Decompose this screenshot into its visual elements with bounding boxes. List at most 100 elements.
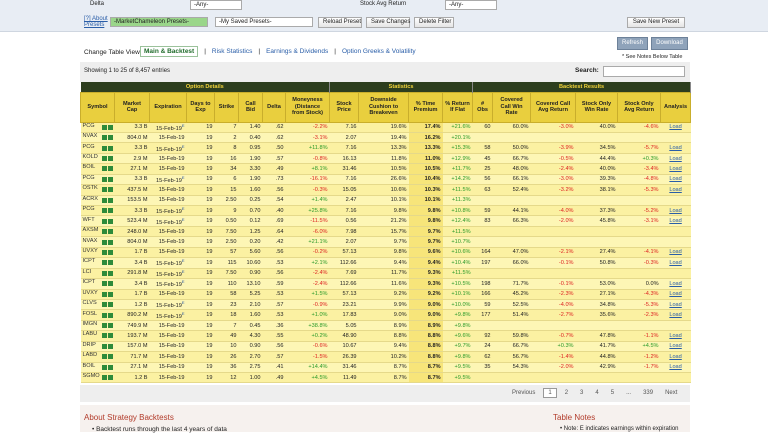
symbol-icons[interactable] bbox=[101, 197, 113, 205]
symbol-icon[interactable] bbox=[107, 187, 113, 193]
symbol[interactable]: AXSM bbox=[82, 227, 99, 234]
symbol[interactable]: NVAX bbox=[82, 237, 98, 244]
symbol-icon[interactable] bbox=[101, 312, 107, 318]
page-link[interactable]: 5 bbox=[610, 390, 615, 396]
reload-button[interactable]: Reload Preset bbox=[318, 17, 362, 28]
column-header[interactable]: # Obs bbox=[472, 91, 494, 123]
load-link[interactable]: Load bbox=[669, 280, 682, 287]
symbol-icon[interactable] bbox=[101, 187, 107, 193]
symbol-icon[interactable] bbox=[101, 364, 107, 370]
symbol-icon[interactable] bbox=[101, 239, 107, 245]
load-link[interactable]: Load bbox=[669, 312, 682, 319]
symbol[interactable]: ICPT bbox=[82, 258, 96, 265]
symbol-icon[interactable] bbox=[107, 302, 113, 308]
symbol[interactable]: PCG bbox=[82, 206, 95, 213]
search-input[interactable] bbox=[603, 66, 685, 77]
view-tab[interactable]: Earnings & Dividends bbox=[266, 48, 329, 55]
about-presets-link[interactable]: [?] About Presets bbox=[84, 16, 108, 28]
column-header[interactable]: Analysis bbox=[660, 91, 692, 123]
column-header[interactable]: Stock Only Win Rate bbox=[575, 91, 619, 123]
symbol[interactable]: WFT bbox=[82, 216, 95, 223]
symbol-icons[interactable] bbox=[101, 364, 113, 372]
symbol[interactable]: PCG bbox=[82, 143, 95, 150]
symbol-icon[interactable] bbox=[107, 354, 113, 360]
symbol-icon[interactable] bbox=[107, 364, 113, 370]
column-header[interactable]: Downside Cushion to Breakeven bbox=[358, 91, 410, 123]
load-link[interactable]: Load bbox=[669, 155, 682, 162]
symbol-icon[interactable] bbox=[101, 156, 107, 162]
symbol-icon[interactable] bbox=[107, 176, 113, 182]
symbol-icons[interactable] bbox=[101, 145, 113, 153]
column-header[interactable]: Days to Exp bbox=[186, 91, 215, 123]
symbol-icons[interactable] bbox=[101, 218, 113, 226]
symbol-icon[interactable] bbox=[101, 229, 107, 235]
page-link[interactable]: 339 bbox=[643, 390, 654, 396]
view-tab[interactable]: Main & Backtest bbox=[140, 46, 199, 57]
symbol[interactable]: OSTK bbox=[82, 185, 98, 192]
symbol-icon[interactable] bbox=[107, 291, 113, 297]
symbol-icon[interactable] bbox=[107, 156, 113, 162]
symbol[interactable]: PCG bbox=[82, 174, 95, 181]
symbol[interactable]: PCG bbox=[82, 122, 95, 129]
symbol-icons[interactable] bbox=[101, 156, 113, 163]
filter-select[interactable]: -Any- bbox=[190, 0, 242, 10]
symbol-icon[interactable] bbox=[107, 270, 113, 276]
symbol-icons[interactable] bbox=[101, 375, 113, 382]
saved-presets-select[interactable]: -My Saved Presets- bbox=[215, 17, 313, 27]
symbol[interactable]: CLVS bbox=[82, 300, 97, 307]
symbol-icons[interactable] bbox=[101, 135, 113, 142]
column-header[interactable]: Market Cap bbox=[114, 91, 150, 123]
symbol-icon[interactable] bbox=[107, 333, 113, 339]
page-link[interactable]: 4 bbox=[595, 390, 599, 396]
column-header[interactable]: Stock Price bbox=[329, 91, 360, 123]
load-link[interactable]: Load bbox=[669, 124, 682, 131]
load-link[interactable]: Load bbox=[669, 259, 682, 266]
symbol[interactable]: NVAX bbox=[82, 133, 98, 140]
view-tab[interactable]: Option Greeks & Volatility bbox=[341, 48, 416, 55]
symbol-icon[interactable] bbox=[101, 323, 107, 329]
load-link[interactable]: Load bbox=[669, 249, 682, 256]
symbol[interactable]: LCI bbox=[82, 268, 92, 275]
symbol[interactable]: IMGN bbox=[82, 321, 98, 328]
symbol-icon[interactable] bbox=[107, 135, 113, 141]
page-link[interactable]: 2 bbox=[564, 390, 569, 396]
symbol-icons[interactable] bbox=[101, 333, 113, 340]
symbol[interactable]: ICPT bbox=[82, 279, 96, 286]
symbol-icon[interactable] bbox=[101, 270, 107, 276]
load-link[interactable]: Load bbox=[669, 343, 682, 350]
symbol-icon[interactable] bbox=[101, 375, 107, 381]
symbol-icon[interactable] bbox=[101, 145, 107, 151]
symbol[interactable]: FOSL bbox=[82, 310, 98, 317]
symbol-icons[interactable] bbox=[101, 176, 113, 184]
symbol-icon[interactable] bbox=[101, 291, 107, 297]
load-link[interactable]: Load bbox=[669, 301, 682, 308]
symbol-icon[interactable] bbox=[101, 124, 107, 130]
symbol[interactable]: LABU bbox=[82, 331, 98, 338]
symbol[interactable]: UVXY bbox=[82, 247, 98, 254]
symbol-icons[interactable] bbox=[101, 187, 113, 194]
symbol-icon[interactable] bbox=[101, 176, 107, 182]
symbol-icon[interactable] bbox=[101, 249, 107, 255]
symbol-icons[interactable] bbox=[101, 229, 113, 236]
symbol-icon[interactable] bbox=[101, 135, 107, 141]
symbol-icon[interactable] bbox=[107, 249, 113, 255]
symbol-icons[interactable] bbox=[101, 249, 113, 257]
column-header[interactable]: Covered Call Avg Return bbox=[530, 91, 577, 123]
symbol-icons[interactable] bbox=[101, 239, 113, 247]
page-link[interactable]: 1 bbox=[543, 388, 557, 398]
symbol-icon[interactable] bbox=[107, 145, 113, 151]
symbol-icon[interactable] bbox=[107, 281, 113, 287]
symbol-icon[interactable] bbox=[101, 218, 107, 224]
symbol-icon[interactable] bbox=[101, 197, 107, 203]
symbol-icons[interactable] bbox=[101, 302, 113, 309]
load-link[interactable]: Load bbox=[669, 364, 682, 371]
symbol-icons[interactable] bbox=[101, 270, 113, 278]
symbol-icons[interactable] bbox=[101, 323, 113, 330]
load-link[interactable]: Load bbox=[669, 176, 682, 183]
load-link[interactable]: Load bbox=[669, 165, 682, 172]
symbol-icons[interactable] bbox=[101, 124, 113, 132]
symbol-icon[interactable] bbox=[101, 260, 107, 266]
symbol[interactable]: BOIL bbox=[82, 362, 96, 369]
column-header[interactable]: Stock Only Avg Return bbox=[617, 91, 662, 123]
column-header[interactable]: Symbol bbox=[80, 91, 115, 123]
